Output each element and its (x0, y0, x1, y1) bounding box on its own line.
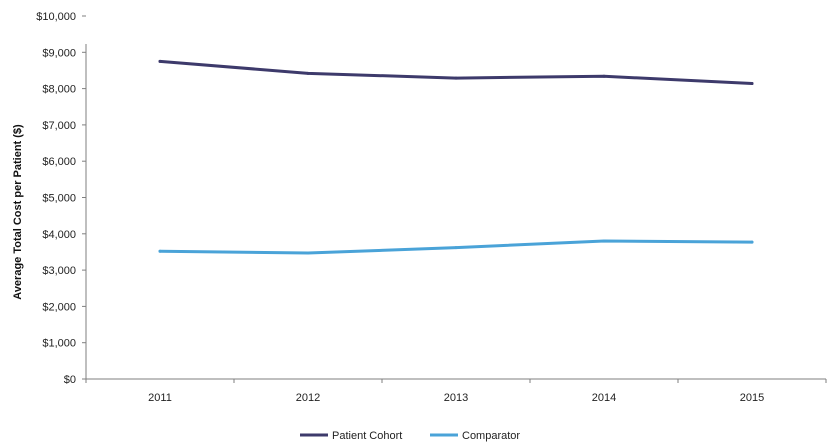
data-point (454, 246, 458, 250)
data-point (158, 249, 162, 253)
y-tick-label: $8,000 (42, 84, 76, 96)
x-tick-label: 2015 (740, 392, 764, 404)
y-tick-label: $9,000 (42, 47, 76, 59)
data-point (454, 76, 458, 80)
legend-label: Comparator (462, 430, 520, 442)
y-tick-label: $7,000 (42, 120, 76, 132)
x-tick-label: 2013 (444, 392, 468, 404)
y-tick-label: $5,000 (42, 193, 76, 205)
axes (85, 44, 826, 380)
data-point (750, 240, 754, 244)
x-axis-ticks: 2011 2012 2013 2014 2015 (85, 379, 827, 404)
data-point (306, 251, 310, 255)
y-tick-label: $1,000 (42, 338, 76, 350)
y-tick-label: $4,000 (42, 229, 76, 241)
y-tick-label: $3,000 (42, 265, 76, 277)
legend: Patient Cohort Comparator (300, 430, 520, 442)
data-point (602, 74, 606, 78)
data-point (158, 59, 162, 63)
y-axis-title: Average Total Cost per Patient ($) (12, 124, 24, 300)
series-line-0 (158, 59, 754, 86)
y-tick-label: $2,000 (42, 301, 76, 313)
y-tick-label: $0 (64, 374, 76, 386)
y-axis-ticks: $0 $1,000 $2,000 $3,000 $4,000 $5,000 $6,000 $7… (36, 11, 86, 386)
x-tick-label: 2011 (148, 392, 172, 404)
data-point (750, 82, 754, 86)
x-tick-label: 2014 (592, 392, 616, 404)
x-tick-label: 2012 (296, 392, 320, 404)
series-lines (158, 59, 754, 255)
y-tick-label: $6,000 (42, 156, 76, 168)
legend-label: Patient Cohort (332, 430, 402, 442)
data-point (602, 239, 606, 243)
y-tick-label: $10,000 (36, 11, 76, 23)
data-point (306, 71, 310, 75)
